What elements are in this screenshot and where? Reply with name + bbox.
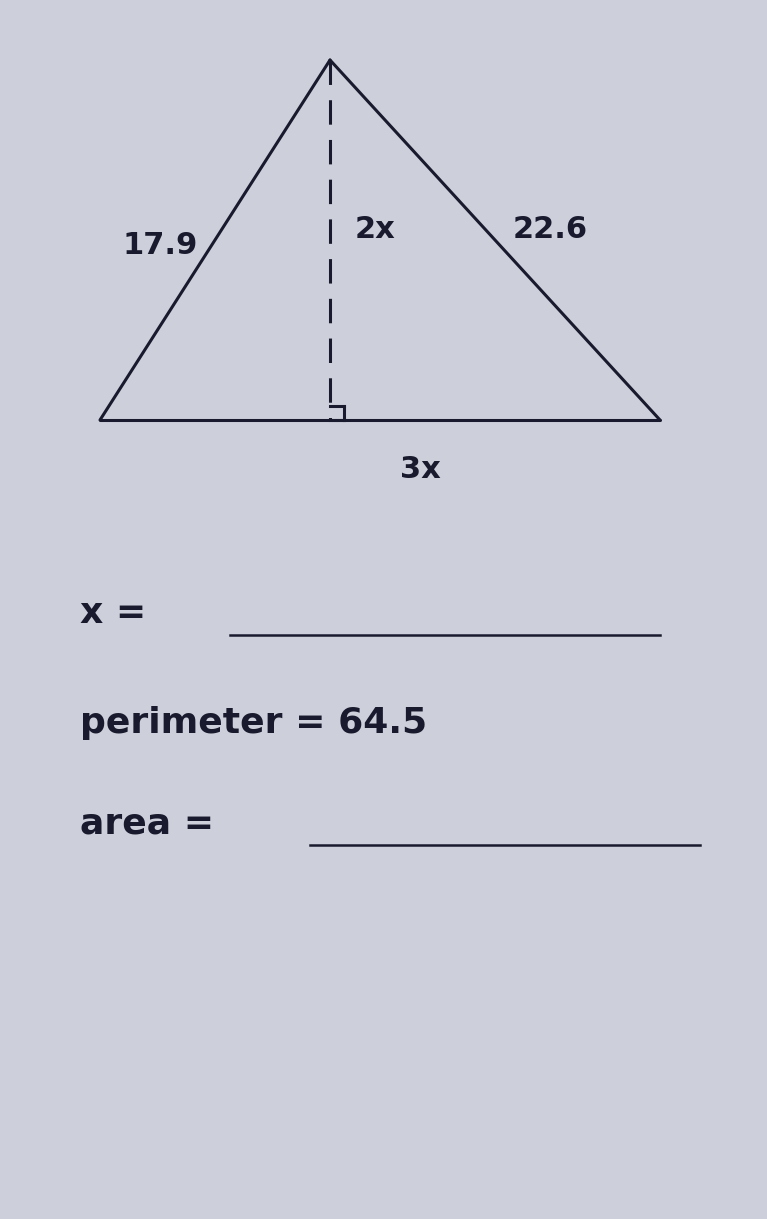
Text: area =: area = — [80, 806, 227, 840]
Text: 3x: 3x — [400, 456, 440, 484]
Text: 22.6: 22.6 — [512, 216, 588, 245]
Text: x =: x = — [80, 596, 159, 630]
Text: 2x: 2x — [355, 216, 396, 245]
Text: perimeter = 64.5: perimeter = 64.5 — [80, 706, 427, 740]
Text: 17.9: 17.9 — [122, 230, 198, 260]
